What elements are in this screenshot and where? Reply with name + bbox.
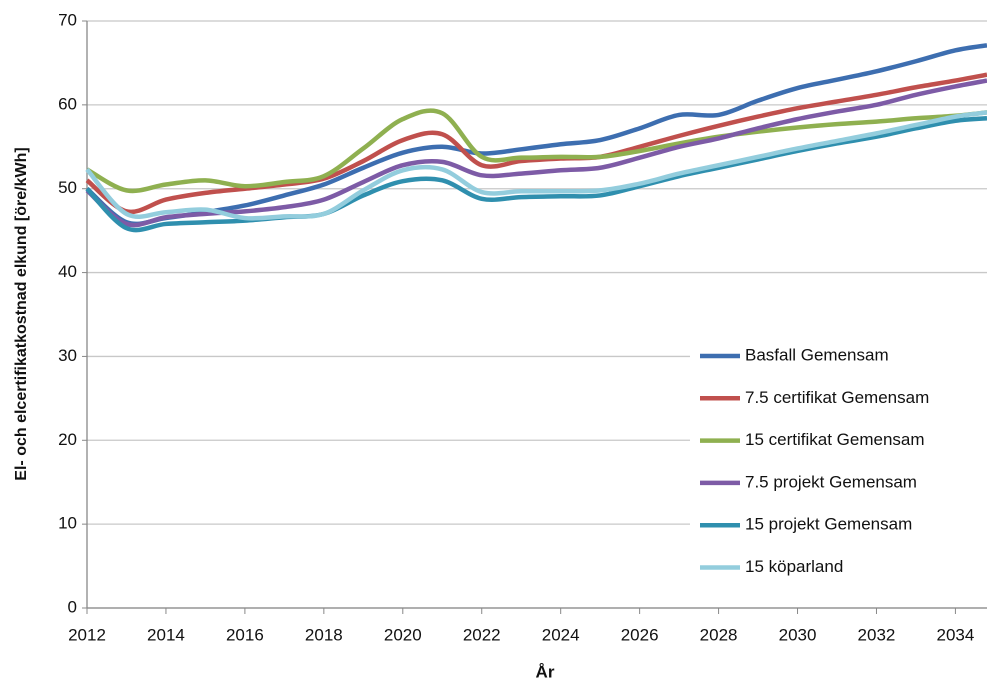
x-tick-label: 2024 bbox=[542, 625, 580, 644]
x-tick-label: 2030 bbox=[779, 625, 817, 644]
x-axis-label: År bbox=[536, 662, 555, 681]
y-tick-label: 10 bbox=[58, 514, 77, 533]
y-axis-label: El- och elcertifikatkostnad elkund [öre/… bbox=[13, 147, 30, 480]
legend-label: 7.5 certifikat Gemensam bbox=[745, 388, 929, 407]
series-line bbox=[85, 116, 987, 233]
legend-label: 15 projekt Gemensam bbox=[745, 515, 912, 534]
x-tick-label: 2026 bbox=[621, 625, 659, 644]
series-line bbox=[85, 108, 987, 194]
x-tick-label: 2022 bbox=[463, 625, 501, 644]
y-tick-label: 30 bbox=[58, 346, 77, 365]
series-line bbox=[85, 43, 987, 227]
series-line bbox=[85, 72, 987, 215]
x-tick-label: 2034 bbox=[937, 625, 975, 644]
y-tick-label: 70 bbox=[58, 10, 77, 29]
y-tick-label: 40 bbox=[58, 262, 77, 281]
x-tick-label: 2020 bbox=[384, 625, 422, 644]
legend-label: 15 köparland bbox=[745, 557, 843, 576]
y-tick-label: 0 bbox=[68, 597, 77, 616]
legend-box bbox=[690, 340, 987, 604]
x-tick-label: 2014 bbox=[147, 625, 185, 644]
x-tick-label: 2018 bbox=[305, 625, 343, 644]
series-line bbox=[85, 78, 987, 228]
x-tick-label: 2016 bbox=[226, 625, 264, 644]
y-tick-label: 20 bbox=[58, 430, 77, 449]
x-tick-label: 2012 bbox=[68, 625, 106, 644]
x-tick-label: 2032 bbox=[858, 625, 896, 644]
legend-label: 7.5 projekt Gemensam bbox=[745, 472, 917, 491]
y-tick-label: 60 bbox=[58, 94, 77, 113]
series-line bbox=[85, 110, 987, 221]
x-tick-label: 2028 bbox=[700, 625, 738, 644]
y-tick-label: 50 bbox=[58, 178, 77, 197]
legend-label: 15 certifikat Gemensam bbox=[745, 430, 925, 449]
legend-label: Basfall Gemensam bbox=[745, 345, 889, 364]
